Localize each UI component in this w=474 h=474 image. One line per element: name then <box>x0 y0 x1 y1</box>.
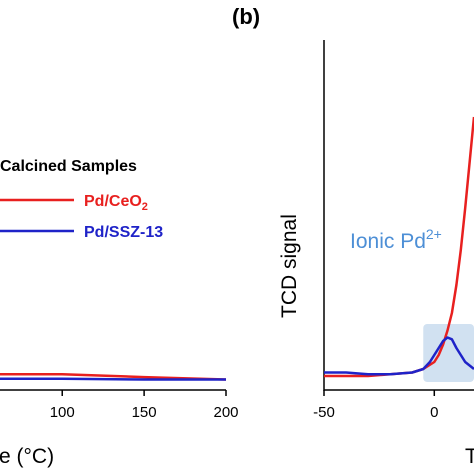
panel-b-x-tick-label: 0 <box>430 404 438 421</box>
panel-a-x-tick-label: 100 <box>50 404 75 421</box>
panel-b: (b) -50 0 TCD signal T Ionic Pd2+ <box>232 4 474 468</box>
panel-b-series-pd-ssz-13 <box>324 336 474 376</box>
panel-a-curves <box>0 373 227 381</box>
panel-a-x-axis-title: re (°C) <box>0 445 54 468</box>
panel-b-y-axis-title: TCD signal <box>278 214 301 318</box>
legend-entry-pd-ceo2-subscript: 2 <box>142 201 148 213</box>
legend-entry-pd-ceo2: Pd/CeO2 <box>84 193 148 213</box>
ionic-pd-highlight-box <box>423 324 474 382</box>
panel-b-label: (b) <box>232 4 260 29</box>
panel-a-x-tick-label: 150 <box>132 404 157 421</box>
panel-b-x-tick-label: -50 <box>313 404 335 421</box>
legend-entry-pd-ssz13: Pd/SSZ-13 <box>84 224 163 241</box>
ionic-pd-annotation-text: Ionic Pd <box>350 230 426 253</box>
legend-title: Calcined Samples <box>0 158 137 175</box>
ionic-pd-annotation-superscript: 2+ <box>426 226 442 242</box>
panel-a-x-tick-label: 200 <box>213 404 238 421</box>
panel-b-ticks: -50 0 <box>313 390 438 421</box>
panel-a-ticks: 100 150 200 <box>50 390 239 421</box>
legend-entry-pd-ceo2-name: Pd/CeO <box>84 193 142 210</box>
panel-a-series-pd-ssz-13 <box>0 377 226 381</box>
legend: Calcined Samples Pd/CeO2 Pd/SSZ-13 <box>0 158 163 241</box>
panel-a: 100 150 200 re (°C) Calcined Samples Pd/Ce… <box>0 158 239 468</box>
panel-b-x-axis-title: T <box>465 445 474 468</box>
ionic-pd-annotation: Ionic Pd2+ <box>350 226 442 253</box>
panel-b-curves <box>324 116 474 378</box>
